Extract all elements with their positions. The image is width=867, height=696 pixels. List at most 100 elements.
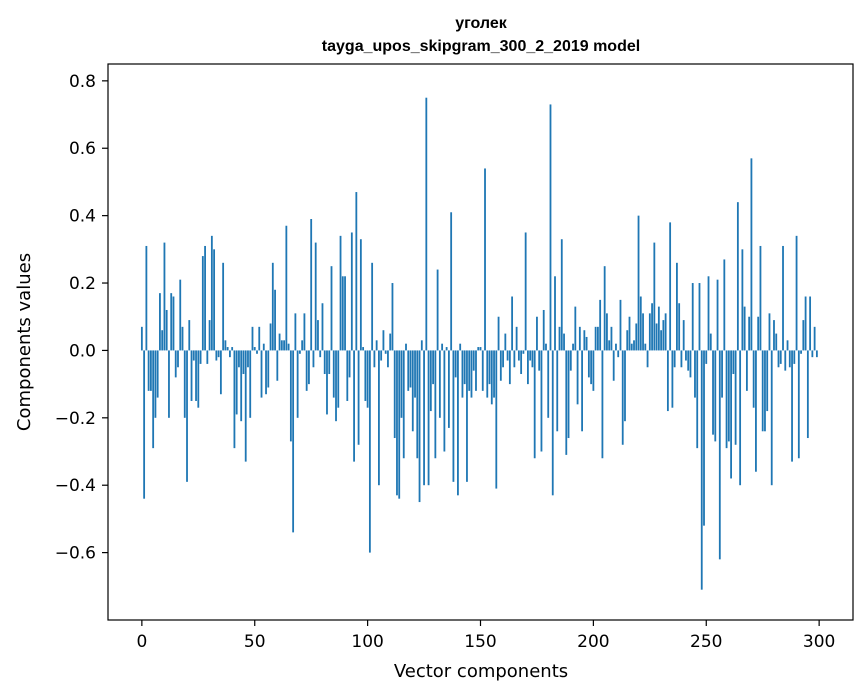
bar-163	[508, 350, 511, 385]
bar-270	[750, 158, 753, 351]
bar-214	[624, 350, 626, 422]
bar-145	[468, 350, 471, 391]
bar-10	[163, 242, 166, 351]
bar-42	[235, 350, 238, 415]
x-tick-label: 300	[803, 632, 835, 652]
bar-109	[387, 350, 389, 368]
bar-44	[240, 350, 243, 422]
bar-204	[601, 350, 604, 459]
bar-127	[427, 350, 430, 486]
bar-172	[529, 350, 532, 361]
y-tick-label: 0.0	[69, 341, 96, 361]
bar-27	[201, 256, 204, 351]
bar-288	[791, 350, 793, 462]
bar-245	[694, 350, 696, 398]
bar-99	[364, 350, 367, 401]
chart-title-line2: tayga_upos_skipgram_300_2_2019 model	[322, 38, 640, 55]
bar-231	[662, 320, 665, 351]
bar-102	[371, 262, 374, 351]
bar-1	[143, 350, 146, 499]
bar-215	[626, 330, 629, 351]
bar-23	[192, 350, 195, 361]
bar-177	[540, 350, 543, 452]
bar-190	[569, 350, 572, 371]
bar-244	[691, 283, 694, 351]
bar-33	[215, 350, 218, 361]
bar-137	[450, 212, 453, 351]
bar-251	[707, 276, 710, 351]
bar-165	[513, 350, 516, 368]
bar-184	[556, 350, 559, 432]
bar-126	[425, 97, 428, 351]
bar-291	[797, 350, 800, 459]
bar-217	[630, 343, 633, 351]
bar-15	[174, 350, 177, 378]
bar-72	[303, 313, 306, 351]
bar-180	[547, 350, 550, 418]
bar-289	[793, 350, 796, 364]
bar-101	[368, 350, 371, 553]
bar-181	[549, 104, 552, 351]
bar-7	[156, 350, 159, 398]
bar-3	[147, 350, 150, 391]
bar-233	[666, 350, 669, 412]
bar-259	[725, 350, 728, 449]
bar-266	[741, 249, 744, 351]
bar-252	[709, 333, 712, 351]
bar-237	[676, 262, 678, 351]
bar-125	[423, 350, 425, 486]
bar-37	[224, 340, 227, 351]
bar-88	[339, 235, 342, 351]
x-axis-ticks: 0 50 100 150 200 250 300	[136, 620, 835, 652]
bar-117	[405, 343, 407, 351]
bar-260	[727, 350, 730, 442]
bar-108	[384, 350, 387, 354]
bar-162	[506, 350, 509, 361]
bar-164	[511, 296, 514, 351]
bar-47	[247, 350, 249, 368]
bar-130	[434, 350, 437, 459]
bar-143	[463, 350, 466, 385]
bar-157	[495, 350, 498, 489]
bar-61	[278, 333, 281, 351]
bar-226	[651, 303, 653, 351]
bar-32	[213, 249, 216, 351]
bar-104	[375, 340, 378, 351]
bar-148	[475, 350, 477, 391]
bar-5	[152, 350, 155, 449]
bar-228	[655, 323, 658, 351]
bar-205	[603, 266, 606, 351]
bar-207	[608, 340, 611, 351]
bar-20	[186, 350, 188, 482]
bar-96	[357, 350, 360, 445]
bar-26	[199, 350, 202, 364]
bar-95	[355, 192, 358, 351]
bar-221	[639, 296, 642, 351]
bar-246	[696, 350, 699, 449]
bar-257	[721, 350, 723, 398]
bar-86	[335, 350, 337, 422]
bar-79	[319, 350, 322, 358]
bar-227	[653, 242, 656, 351]
bar-91	[346, 350, 349, 401]
bar-225	[648, 313, 651, 351]
bar-63	[283, 340, 285, 351]
y-tick-label: −0.2	[55, 409, 96, 429]
bar-263	[734, 350, 737, 445]
bar-105	[378, 350, 380, 486]
bar-273	[757, 316, 760, 351]
bar-186	[560, 239, 563, 351]
bar-69	[296, 350, 299, 418]
bar-232	[664, 313, 667, 351]
bar-70	[298, 350, 301, 354]
bar-6	[154, 350, 157, 418]
bar-234	[669, 222, 672, 351]
bar-36	[222, 262, 225, 351]
bar-16	[177, 350, 179, 368]
bar-213	[621, 350, 624, 445]
bar-119	[409, 350, 412, 388]
bar-43	[238, 350, 240, 368]
bar-41	[233, 350, 236, 449]
bar-179	[545, 343, 547, 351]
bar-80	[321, 303, 324, 351]
